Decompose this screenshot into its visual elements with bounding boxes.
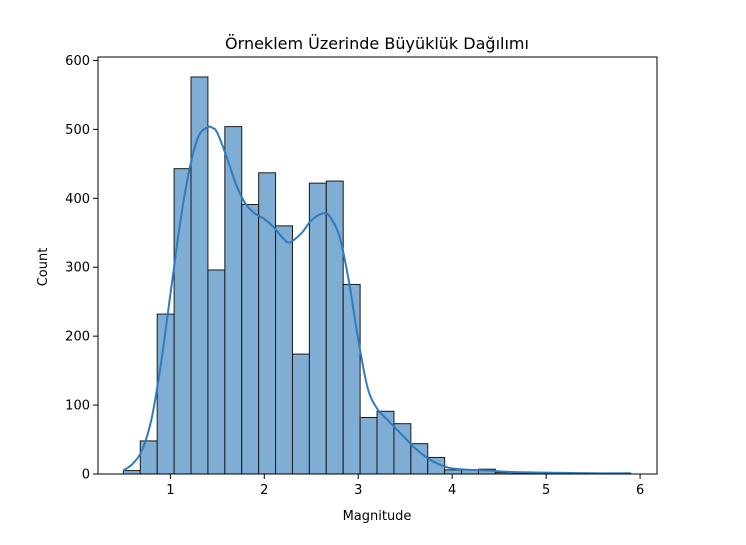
- histogram-bar-3: [173, 168, 192, 475]
- y-axis-ticks: 0 100 200 300 400 500 600: [65, 54, 98, 483]
- y-tick-label: 0: [82, 468, 90, 483]
- histogram-bar-19: [444, 469, 463, 475]
- histogram-bar-7: [241, 204, 260, 475]
- y-tick-label: 500: [65, 123, 90, 138]
- x-tick-label: 4: [448, 483, 456, 498]
- histogram-bar-13: [342, 283, 361, 475]
- histogram-bar-0: [122, 470, 141, 475]
- histogram-bar-5: [207, 269, 226, 475]
- x-tick-label: 2: [260, 483, 268, 498]
- y-tick-label: 400: [65, 192, 90, 207]
- y-tick-label: 100: [65, 399, 90, 414]
- histogram-bar-14: [359, 416, 378, 475]
- x-axis-ticks: 1 2 3 4 5 6: [166, 474, 644, 498]
- histogram-bar-15: [376, 410, 395, 475]
- histogram-bar-16: [393, 423, 412, 475]
- x-tick-label: 5: [542, 483, 550, 498]
- chart-title: Örneklem Üzerinde Büyüklük Dağılımı: [225, 34, 529, 53]
- histogram-bar-17: [410, 443, 429, 475]
- x-axis-label: Magnitude: [343, 509, 412, 524]
- histogram-bar-9: [275, 225, 293, 475]
- histogram-bar-10: [291, 353, 310, 475]
- histogram-bar-2: [156, 313, 175, 475]
- histogram-bar-11: [308, 182, 327, 475]
- x-tick-label: 6: [636, 483, 644, 498]
- y-tick-label: 300: [65, 261, 90, 276]
- y-axis-label: Count: [36, 248, 51, 287]
- kde-curve: [122, 125, 631, 475]
- y-tick-label: 600: [65, 54, 90, 69]
- x-tick-label: 1: [166, 483, 174, 498]
- x-tick-label: 3: [354, 483, 362, 498]
- plot-frame: [97, 56, 658, 475]
- y-tick-label: 200: [65, 330, 90, 345]
